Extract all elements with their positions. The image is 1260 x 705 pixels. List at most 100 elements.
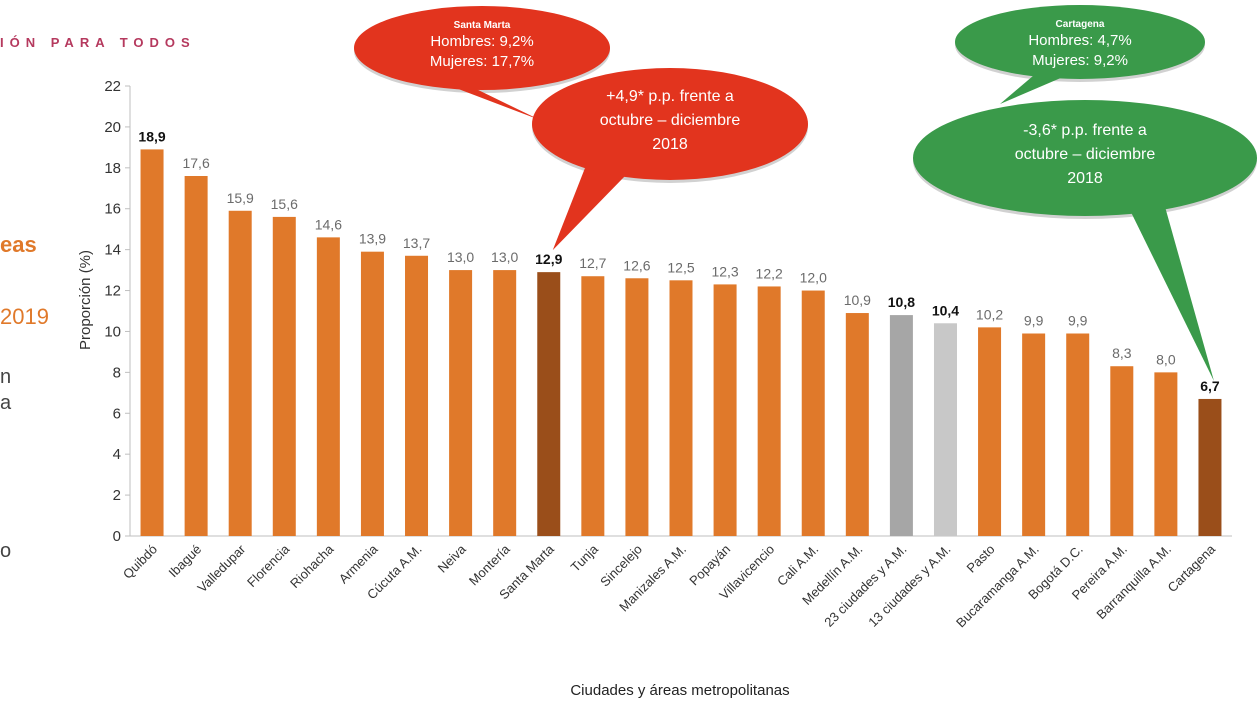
category-label: Bucaramanga A.M. <box>953 542 1042 631</box>
y-tick-label: 0 <box>113 528 121 545</box>
bar-value-label: 12,0 <box>800 270 827 286</box>
bar-value-label: 10,8 <box>888 294 915 310</box>
cartagena-gender-callout: Cartagena Hombres: 4,7% Mujeres: 9,2% <box>955 5 1205 104</box>
bar-value-label: 13,9 <box>359 231 386 247</box>
category-label: 23 ciudades y A.M. <box>821 542 909 630</box>
header-tagline: IÓN PARA TODOS <box>0 35 196 50</box>
santa-marta-gender-callout-title: Santa Marta <box>454 20 511 31</box>
bar-value-label: 12,2 <box>756 265 783 281</box>
bar-value-label: 13,0 <box>447 249 474 265</box>
bar <box>713 284 737 536</box>
santa-marta-gender-callout: Santa Marta Hombres: 9,2% Mujeres: 17,7% <box>354 6 610 120</box>
y-tick-label: 8 <box>113 364 121 381</box>
cartagena-change-callout: -3,6* p.p. frente a octubre – diciembre 20… <box>913 100 1257 381</box>
bar-value-label: 15,9 <box>227 190 254 206</box>
left-text-fragment-3: o <box>0 540 12 562</box>
category-label: Florencia <box>244 541 293 590</box>
bar <box>669 280 693 536</box>
bar <box>449 270 473 536</box>
bar-value-label: 8,3 <box>1112 345 1132 361</box>
bar <box>1198 398 1222 536</box>
category-label: Cartagena <box>1165 541 1219 595</box>
santa-marta-gender-callout-line: Hombres: 9,2% <box>430 33 533 50</box>
bar-value-label: 12,9 <box>535 251 562 267</box>
bar-value-label: 17,6 <box>182 155 209 171</box>
bar-value-label: 10,9 <box>844 292 871 308</box>
category-label: Riohacha <box>287 541 337 591</box>
y-tick-label: 4 <box>113 446 121 463</box>
left-heading-fragment: eas <box>0 232 37 257</box>
bar <box>757 286 781 536</box>
santa-marta-gender-callout-pointer <box>440 82 540 120</box>
bar-value-label: 9,9 <box>1024 313 1044 329</box>
bar <box>184 176 208 536</box>
bar-value-label: 12,7 <box>579 255 606 271</box>
santa-marta-change-callout-line: octubre – diciembre <box>600 112 741 129</box>
category-label: Pasto <box>964 542 998 576</box>
y-tick-label: 6 <box>113 405 121 422</box>
left-year-fragment: 2019 <box>0 304 49 329</box>
bar-value-label: 12,5 <box>667 259 694 275</box>
bar <box>493 270 517 536</box>
bar <box>845 313 869 536</box>
category-label: Valledupar <box>194 541 248 595</box>
category-label: Quibdó <box>120 542 160 582</box>
bar-value-label: 8,0 <box>1156 351 1176 367</box>
category-label: Ibagué <box>166 542 205 581</box>
bar-value-label: 10,4 <box>932 302 959 318</box>
santa-marta-change-callout-line: 2018 <box>652 136 688 153</box>
bar <box>228 210 252 537</box>
bar <box>1066 333 1090 536</box>
bar <box>1154 372 1178 536</box>
cartagena-change-callout-line: octubre – diciembre <box>1015 146 1156 163</box>
cartagena-change-callout-pointer <box>1125 196 1214 381</box>
y-tick-label: 12 <box>104 283 121 300</box>
cartagena-gender-callout-bubble <box>955 5 1205 79</box>
category-label: 13 ciudades y A.M. <box>865 542 953 630</box>
bar <box>140 149 164 536</box>
bar <box>272 216 296 536</box>
bar-value-label: 15,6 <box>271 196 298 212</box>
y-tick-label: 20 <box>104 119 121 136</box>
bar-value-label: 6,7 <box>1200 378 1220 394</box>
santa-marta-change-callout-line: +4,9* p.p. frente a <box>606 88 734 105</box>
y-tick-label: 10 <box>104 323 121 340</box>
bar <box>625 278 649 536</box>
bar <box>801 290 825 536</box>
bar-value-label: 13,0 <box>491 249 518 265</box>
cartagena-gender-callout-title: Cartagena <box>1056 19 1105 30</box>
bar-value-label: 9,9 <box>1068 313 1088 329</box>
category-label: Barranquilla A.M. <box>1093 542 1174 623</box>
bar <box>978 327 1002 536</box>
bar <box>405 255 429 537</box>
santa-marta-change-callout-bubble <box>532 68 808 180</box>
bar <box>1022 333 1046 536</box>
bar <box>581 276 605 536</box>
cartagena-gender-callout-pointer <box>1000 70 1070 104</box>
left-text-fragment-2: a <box>0 392 12 414</box>
bar <box>1110 366 1134 536</box>
chart-value-labels: 18,9 17,6 15,9 15,6 14,6 13,9 13,7 13,0 13,0 12,9… <box>138 128 1219 394</box>
y-tick-label: 18 <box>104 160 121 177</box>
y-axis-label: Proporción (%) <box>77 250 94 350</box>
bar-value-label: 10,2 <box>976 306 1003 322</box>
y-tick-label: 14 <box>104 242 121 259</box>
santa-marta-gender-callout-bubble <box>354 6 610 90</box>
bar-value-label: 18,9 <box>138 128 165 144</box>
bar <box>316 237 340 536</box>
y-tick-label: 16 <box>104 201 121 218</box>
bar <box>933 323 957 536</box>
chart-bars <box>140 149 1222 537</box>
bar <box>360 251 384 536</box>
santa-marta-change-callout-pointer <box>552 168 625 251</box>
bar <box>889 315 913 536</box>
category-label: Neiva <box>435 541 470 576</box>
left-text-fragment-1: n <box>0 366 12 388</box>
bar-value-label: 12,6 <box>623 257 650 273</box>
bar-value-label: 14,6 <box>315 216 342 232</box>
cartagena-change-callout-line: 2018 <box>1067 170 1103 187</box>
cartagena-change-callout-line: -3,6* p.p. frente a <box>1023 122 1147 139</box>
category-label: Armenia <box>336 541 381 586</box>
